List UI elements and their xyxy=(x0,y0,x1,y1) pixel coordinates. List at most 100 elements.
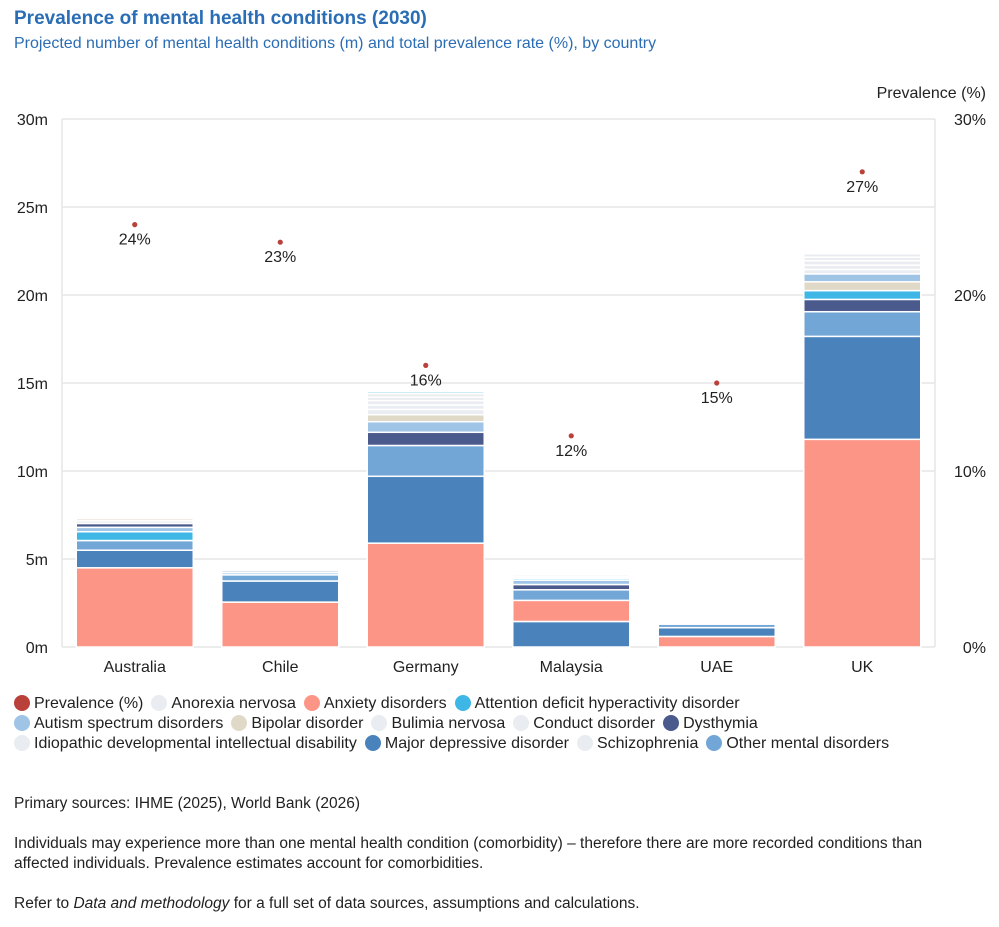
bar-segment-anxiety-disorders xyxy=(75,567,194,648)
bar-segment-bipolar-disorder xyxy=(803,281,922,292)
bar-segment-major-depressive-disorder xyxy=(75,549,194,569)
bar-segment-anxiety-disorders xyxy=(221,601,340,648)
bar-segment-schizophrenia xyxy=(657,618,776,621)
y-left-tick-label: 5m xyxy=(26,552,48,569)
legend-label: Major depressive disorder xyxy=(384,735,569,752)
legend-item[interactable]: Idiopathic developmental intellectual di… xyxy=(14,734,357,754)
bar-segment-major-depressive-disorder xyxy=(512,620,631,648)
bar-segment-dysthymia xyxy=(803,298,922,313)
legend-swatch xyxy=(303,695,320,711)
bar-segment-other-mental-disorders xyxy=(75,539,194,551)
legend-label: Idiopathic developmental intellectual di… xyxy=(34,735,357,752)
legend-label: Schizophrenia xyxy=(596,735,699,752)
legend-swatch xyxy=(14,735,30,751)
prevalence-label: 12% xyxy=(555,443,587,460)
y-left-tick-label: 20m xyxy=(17,288,48,305)
legend-item[interactable]: Anxiety disorders xyxy=(303,694,447,714)
y-right-axis-title: Prevalence (%) xyxy=(877,85,986,102)
legend-item[interactable]: Other mental disorders xyxy=(706,734,889,754)
bar-segment-conduct-disorder xyxy=(366,408,485,416)
legend-label: Other mental disorders xyxy=(726,735,890,752)
note-text: for a full set of data sources, assumpti… xyxy=(229,895,640,912)
legend-swatch xyxy=(364,735,381,751)
bar-segment-other-mental-disorders xyxy=(221,574,340,582)
legend-item[interactable]: Anorexia nervosa xyxy=(151,694,296,714)
note-text: Refer to xyxy=(14,895,74,912)
legend-swatch xyxy=(14,695,30,711)
bar-segment-attention-deficit-hyperactivity-disorder xyxy=(75,530,194,542)
x-tick-label: Chile xyxy=(262,659,299,676)
y-left-tick-label: 15m xyxy=(17,376,48,393)
bar-segment-autism-spectrum-disorders xyxy=(366,420,485,434)
prevalence-label: 23% xyxy=(264,249,296,266)
x-tick-label: Germany xyxy=(393,659,459,676)
prevalence-label: 16% xyxy=(410,372,442,389)
y-right-tick-label: 10% xyxy=(954,464,986,481)
legend-label: Anorexia nervosa xyxy=(171,695,296,712)
bar-segment-autism-spectrum-disorders xyxy=(803,273,922,283)
legend-label: Anxiety disorders xyxy=(323,695,447,712)
legend-label: Bulimia nervosa xyxy=(391,715,506,732)
legend-item[interactable]: Schizophrenia xyxy=(576,734,699,754)
x-tick-label: UAE xyxy=(700,659,733,676)
legend-label: Prevalence (%) xyxy=(34,695,144,712)
bar-segment-major-depressive-disorder xyxy=(221,580,340,603)
bar-segment-major-depressive-disorder xyxy=(657,626,776,638)
legend-item[interactable]: Attention deficit hyperactivity disorder xyxy=(454,694,740,714)
methodology-link[interactable]: Data and methodology xyxy=(73,895,230,912)
chart-plot: 0m 5m 10m 15m 20m 25m 30m 0% 10% 20% 30% Prevalence… xyxy=(17,85,986,676)
bar-segment-major-depressive-disorder xyxy=(803,335,922,441)
legend-swatch xyxy=(576,735,593,751)
legend-item[interactable]: Prevalence (%) xyxy=(14,694,143,714)
chart-title: Prevalence of mental health conditions (… xyxy=(14,8,427,29)
bar-segment-attention-deficit-hyperactivity-disorder xyxy=(366,391,485,395)
legend-item[interactable]: Major depressive disorder xyxy=(364,734,569,754)
legend: Prevalence (%) Anorexia nervosa Anxiety di… xyxy=(14,694,914,754)
prevalence-point xyxy=(132,222,138,228)
legend-item[interactable]: Dysthymia xyxy=(663,714,758,734)
legend-label: Autism spectrum disorders xyxy=(34,715,224,732)
bar-segment-bipolar-disorder xyxy=(366,413,485,423)
prevalence-point xyxy=(859,169,865,175)
bar-segment-other-mental-disorders xyxy=(803,310,922,338)
prevalence-label: 27% xyxy=(846,179,878,196)
bar-segment-anxiety-disorders xyxy=(803,438,922,648)
legend-swatch xyxy=(371,715,388,731)
legend-item[interactable]: Autism spectrum disorders xyxy=(14,714,223,734)
y-right-tick-label: 20% xyxy=(954,288,986,305)
bar-segment-anorexia-nervosa xyxy=(221,562,340,565)
bar-segment-other-mental-disorders xyxy=(366,444,485,478)
y-left-tick-label: 10m xyxy=(17,464,48,481)
legend-swatch xyxy=(151,695,168,711)
legend-item[interactable]: Bipolar disorder xyxy=(231,714,363,734)
prevalence-point xyxy=(568,433,574,439)
y-left-tick-label: 0m xyxy=(26,640,48,657)
legend-swatch xyxy=(231,715,248,731)
legend-label: Conduct disorder xyxy=(533,715,656,732)
bar-segment-schizophrenia xyxy=(75,512,194,515)
bar-segment-dysthymia xyxy=(366,431,485,447)
legend-swatch xyxy=(663,715,680,731)
legend-item[interactable]: Conduct disorder xyxy=(513,714,655,734)
bar-segment-other-mental-disorders xyxy=(512,589,631,602)
y-left-tick-label: 25m xyxy=(17,200,48,217)
sources-note: Primary sources: IHME (2025), World Bank… xyxy=(14,795,360,812)
methodology-note: Refer to Data and methodology for a full… xyxy=(14,894,974,914)
legend-item[interactable]: Bulimia nervosa xyxy=(371,714,505,734)
prevalence-point xyxy=(277,239,283,245)
prevalence-label: 24% xyxy=(119,232,151,249)
x-tick-label: UK xyxy=(851,659,874,676)
y-right-tick-label: 0% xyxy=(963,640,986,657)
bar-segment-dysthymia xyxy=(512,583,631,591)
comorbidity-note: Individuals may experience more than one… xyxy=(14,835,923,872)
prevalence-point xyxy=(423,362,429,368)
prevalence-point xyxy=(714,380,720,386)
legend-swatch xyxy=(706,735,723,751)
x-tick-label: Malaysia xyxy=(540,659,603,676)
bar-segment-anxiety-disorders xyxy=(657,635,776,648)
legend-swatch xyxy=(454,695,471,711)
bar-segment-anxiety-disorders xyxy=(512,599,631,623)
legend-label: Bipolar disorder xyxy=(251,715,364,732)
legend-swatch xyxy=(513,715,530,731)
bar-segment-anorexia-nervosa xyxy=(512,569,631,572)
